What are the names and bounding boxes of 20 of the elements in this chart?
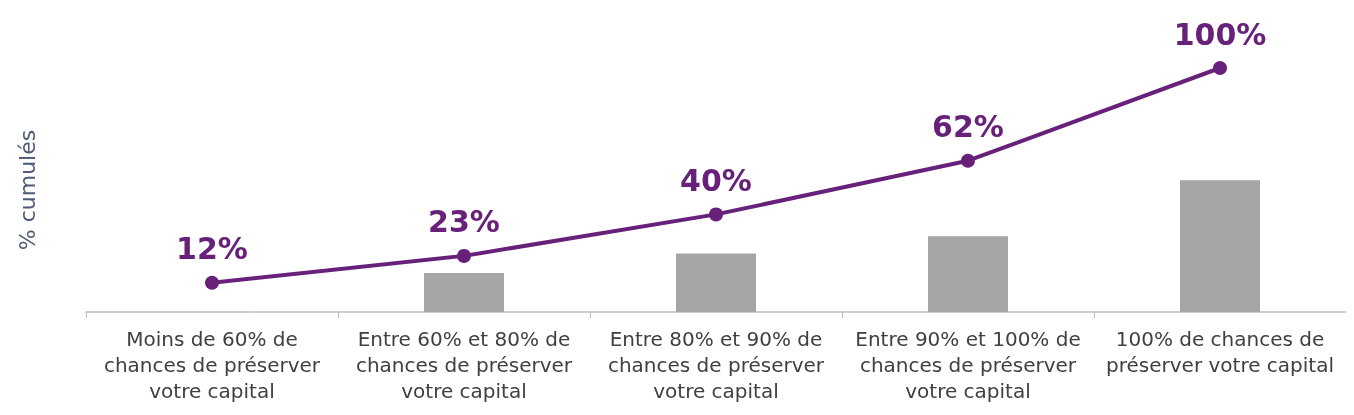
bar — [424, 272, 504, 312]
point — [457, 248, 471, 263]
y-axis-title: % cumulés — [14, 129, 40, 251]
bar — [1180, 180, 1260, 312]
data-label: 100% — [1173, 16, 1267, 52]
data-label: 23% — [428, 204, 500, 240]
x-tick-label: Entre 60% et 80% de chances de préserver votre capital — [355, 327, 573, 403]
x-tick-label: 100% de chances de préserver votre capital — [1106, 327, 1334, 377]
point — [709, 207, 723, 222]
data-label: 40% — [680, 162, 752, 198]
bar — [676, 253, 756, 312]
data-label: 62% — [932, 109, 1004, 145]
x-tick-label: Moins de 60% de chances de préserver votre capital — [103, 327, 321, 403]
point — [1213, 61, 1227, 75]
bar — [928, 236, 1008, 312]
point — [961, 153, 975, 168]
data-label: 12% — [176, 231, 248, 267]
point — [205, 275, 219, 290]
x-tick-label: Entre 90% et 100% de chances de préserver votre capital — [855, 327, 1081, 403]
x-tick-label: Entre 80% et 90% de chances de préserver votre capital — [607, 327, 825, 403]
